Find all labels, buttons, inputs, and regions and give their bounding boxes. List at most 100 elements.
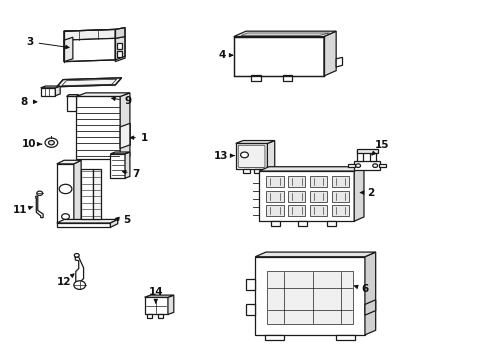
Text: 1: 1 xyxy=(130,133,148,143)
Circle shape xyxy=(240,152,248,158)
Polygon shape xyxy=(310,191,327,202)
Circle shape xyxy=(45,138,58,147)
Polygon shape xyxy=(255,252,375,257)
Bar xyxy=(250,75,260,81)
Polygon shape xyxy=(310,176,327,187)
Text: 4: 4 xyxy=(219,50,232,60)
Bar xyxy=(158,314,163,318)
Polygon shape xyxy=(57,78,122,87)
Polygon shape xyxy=(64,30,115,40)
Polygon shape xyxy=(266,191,283,202)
Polygon shape xyxy=(64,37,73,62)
Polygon shape xyxy=(324,31,335,76)
Polygon shape xyxy=(364,252,375,335)
FancyBboxPatch shape xyxy=(238,145,264,167)
Polygon shape xyxy=(66,95,79,96)
Polygon shape xyxy=(288,176,305,187)
Polygon shape xyxy=(66,96,76,111)
Polygon shape xyxy=(57,160,81,164)
Polygon shape xyxy=(36,196,43,218)
Polygon shape xyxy=(259,171,353,221)
Polygon shape xyxy=(55,86,60,96)
Polygon shape xyxy=(115,37,125,62)
Polygon shape xyxy=(57,223,110,227)
Polygon shape xyxy=(364,300,375,315)
Polygon shape xyxy=(41,86,60,88)
Polygon shape xyxy=(266,205,283,216)
Polygon shape xyxy=(120,123,130,148)
Polygon shape xyxy=(81,169,93,220)
Polygon shape xyxy=(331,176,348,187)
Polygon shape xyxy=(167,295,173,315)
Text: 9: 9 xyxy=(112,96,132,106)
Polygon shape xyxy=(267,271,352,324)
Polygon shape xyxy=(76,96,120,159)
Polygon shape xyxy=(246,305,255,315)
Polygon shape xyxy=(378,163,385,167)
Polygon shape xyxy=(57,164,74,223)
Bar xyxy=(147,314,152,318)
Polygon shape xyxy=(288,205,305,216)
Circle shape xyxy=(372,164,377,167)
Polygon shape xyxy=(369,152,375,161)
Polygon shape xyxy=(288,191,305,202)
Polygon shape xyxy=(310,205,327,216)
Polygon shape xyxy=(41,88,55,96)
Polygon shape xyxy=(331,205,348,216)
Polygon shape xyxy=(241,33,329,36)
Circle shape xyxy=(48,140,54,145)
Text: 2: 2 xyxy=(360,188,373,198)
Polygon shape xyxy=(125,152,130,178)
Text: 14: 14 xyxy=(148,287,163,303)
Polygon shape xyxy=(347,163,354,167)
Text: 10: 10 xyxy=(21,139,41,149)
Polygon shape xyxy=(356,149,377,153)
Polygon shape xyxy=(233,37,324,76)
Circle shape xyxy=(74,281,85,289)
Circle shape xyxy=(74,253,79,257)
Text: 5: 5 xyxy=(116,215,130,225)
Polygon shape xyxy=(235,143,267,169)
Text: 3: 3 xyxy=(26,37,69,49)
Text: 13: 13 xyxy=(213,150,234,161)
Text: 12: 12 xyxy=(57,274,74,287)
Circle shape xyxy=(355,164,360,167)
Polygon shape xyxy=(110,152,130,154)
Text: 15: 15 xyxy=(371,140,388,155)
Polygon shape xyxy=(93,169,101,220)
Circle shape xyxy=(59,184,72,194)
Bar xyxy=(271,221,280,226)
Polygon shape xyxy=(75,257,83,282)
Circle shape xyxy=(37,191,42,195)
Text: 8: 8 xyxy=(20,97,37,107)
Text: 6: 6 xyxy=(354,284,368,294)
Polygon shape xyxy=(110,220,118,227)
Polygon shape xyxy=(255,257,364,335)
Bar xyxy=(117,50,122,57)
Text: 7: 7 xyxy=(122,168,140,179)
Polygon shape xyxy=(259,167,363,171)
Bar xyxy=(298,221,306,226)
Bar xyxy=(327,221,335,226)
Polygon shape xyxy=(233,31,335,37)
Bar xyxy=(254,168,261,173)
Bar xyxy=(243,168,250,173)
Polygon shape xyxy=(64,39,115,62)
Polygon shape xyxy=(115,28,125,39)
Polygon shape xyxy=(120,93,130,159)
Polygon shape xyxy=(235,140,274,143)
Polygon shape xyxy=(110,154,125,178)
Polygon shape xyxy=(74,160,81,223)
Polygon shape xyxy=(266,176,283,187)
Polygon shape xyxy=(144,295,173,297)
Polygon shape xyxy=(76,93,130,96)
Polygon shape xyxy=(335,335,354,340)
Polygon shape xyxy=(353,167,363,221)
Polygon shape xyxy=(353,161,379,170)
Polygon shape xyxy=(144,297,167,315)
Text: 11: 11 xyxy=(13,206,33,216)
Polygon shape xyxy=(356,150,362,161)
Polygon shape xyxy=(246,279,255,290)
Bar xyxy=(117,42,122,49)
Polygon shape xyxy=(331,191,348,202)
